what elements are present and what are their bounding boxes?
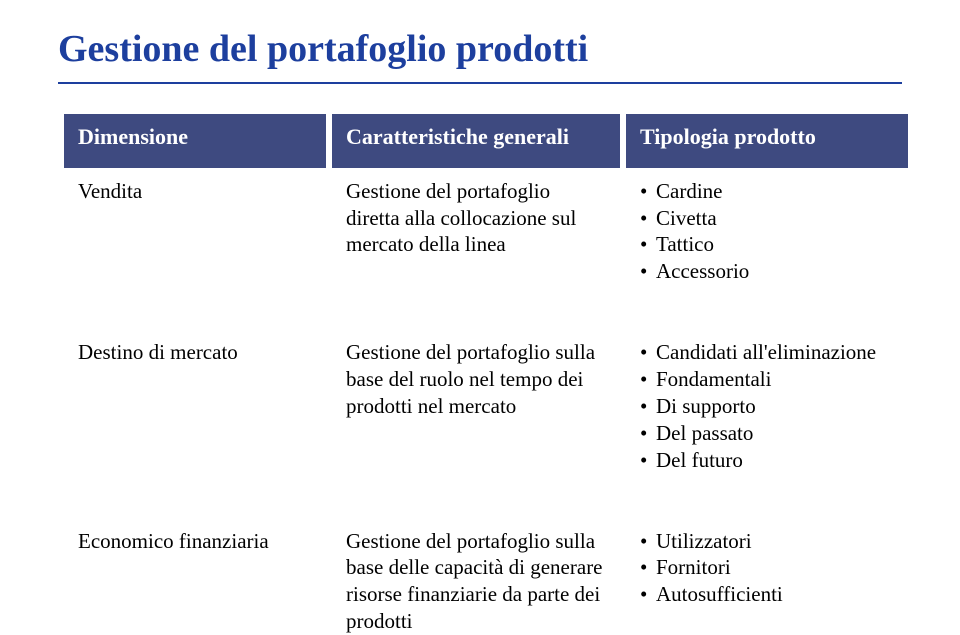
table-header-row: Dimensione Caratteristiche generali Tipo… [64,114,908,162]
cell-types: UtilizzatoriFornitoriAutosufficienti [626,518,908,635]
types-list: CardineCivettaTatticoAccessorio [640,178,894,286]
col-header-types: Tipologia prodotto [626,114,908,162]
cell-types: CardineCivettaTatticoAccessorio [626,168,908,300]
cell-characteristics: Gestione del portafoglio sulla base dell… [332,518,620,635]
types-list-item: Fornitori [640,554,894,581]
types-list-item: Del futuro [640,447,894,474]
types-list-item: Tattico [640,231,894,258]
cell-characteristics: Gestione del portafoglio sulla base del … [332,329,620,487]
cell-dimension: Vendita [64,168,326,300]
table-body: VenditaGestione del portafoglio diretta … [64,168,908,635]
types-list-item: Cardine [640,178,894,205]
table-row: Economico finanziariaGestione del portaf… [64,518,908,635]
slide-page: Gestione del portafoglio prodotti Dimens… [0,0,960,635]
cell-dimension: Economico finanziaria [64,518,326,635]
col-header-dimension: Dimensione [64,114,326,162]
col-header-characteristics: Caratteristiche generali [332,114,620,162]
types-list-item: Autosufficienti [640,581,894,608]
types-list: UtilizzatoriFornitoriAutosufficienti [640,528,894,609]
cell-types: Candidati all'eliminazioneFondamentaliDi… [626,329,908,487]
types-list-item: Di supporto [640,393,894,420]
table-row: Destino di mercatoGestione del portafogl… [64,329,908,487]
row-gap [64,299,908,329]
portfolio-table: Dimensione Caratteristiche generali Tipo… [58,114,914,635]
cell-characteristics: Gestione del portafoglio diretta alla co… [332,168,620,300]
types-list-item: Candidati all'eliminazione [640,339,894,366]
types-list-item: Utilizzatori [640,528,894,555]
types-list-item: Del passato [640,420,894,447]
cell-dimension: Destino di mercato [64,329,326,487]
types-list-item: Accessorio [640,258,894,285]
row-gap [64,488,908,518]
types-list-item: Fondamentali [640,366,894,393]
types-list: Candidati all'eliminazioneFondamentaliDi… [640,339,894,473]
types-list-item: Civetta [640,205,894,232]
title-underline [58,82,902,84]
table-row: VenditaGestione del portafoglio diretta … [64,168,908,300]
page-title: Gestione del portafoglio prodotti [58,28,902,72]
